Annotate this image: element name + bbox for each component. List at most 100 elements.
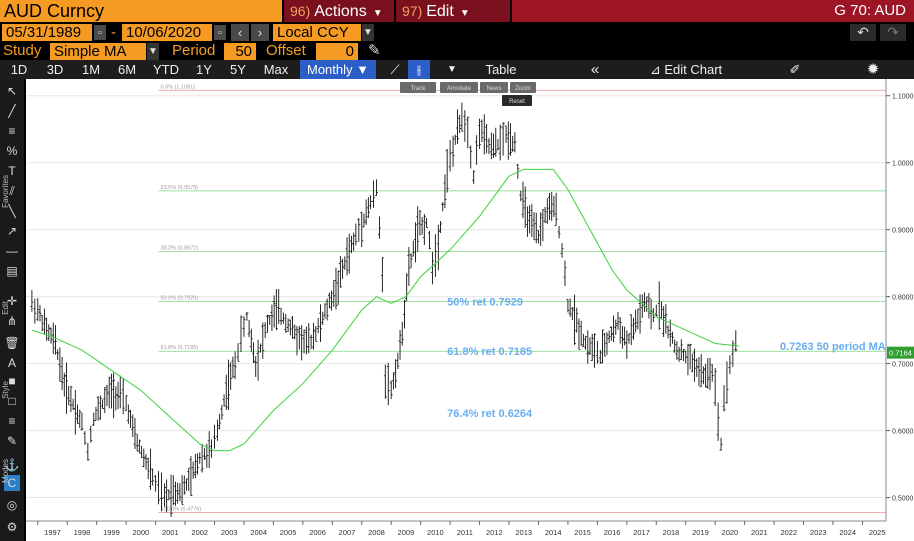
x-tick-label: 2003 [221, 528, 238, 537]
chevron-down-icon[interactable]: ▼ [147, 43, 159, 60]
currency-select[interactable]: Local CCY [273, 24, 361, 41]
brush-icon[interactable]: ╲ [8, 204, 16, 218]
study-select[interactable]: Simple MA [50, 43, 146, 60]
channel-icon[interactable]: ⫽ [9, 184, 15, 198]
caret-down-icon: ▼ [459, 8, 470, 19]
period-input[interactable]: 50 [224, 43, 256, 60]
overlay-button-reset[interactable] [502, 95, 532, 106]
price-chart[interactable]: 0.0% (1.1081) 23.6% (0.9579) 38.2% (0.8672… [24, 79, 914, 541]
frequency-select[interactable]: Monthly ▼ [300, 60, 376, 79]
crosshair-icon[interactable]: ✛ [6, 294, 18, 308]
fill-icon[interactable]: □ [8, 394, 16, 408]
mode-icon[interactable]: ⚓ [4, 458, 20, 472]
chevron-down-icon[interactable]: ▼ [362, 24, 374, 41]
color-icon[interactable]: ■ [8, 374, 16, 388]
range-button-5y[interactable]: 5Y [230, 62, 246, 77]
edit-menu[interactable]: 97) Edit ▼ [396, 0, 510, 22]
arrow-tool-icon[interactable]: ↗ [6, 224, 18, 238]
y-tick-label: 0.9000 [892, 228, 914, 235]
x-tick-label: 2017 [633, 528, 650, 537]
x-tick-label: 2014 [545, 528, 562, 537]
drawing-sidebar: ↖ ╱ ≡ % T ⫽ ╲ ↗ ― ▤ ✛ ⋔ 🗑 A ■ □ ≡ ✎ ⚓ C … [0, 79, 24, 541]
magnet-icon[interactable]: ⋔ [6, 314, 18, 328]
chevron-right-icon[interactable]: › [251, 24, 269, 41]
range-button-1y[interactable]: 1Y [196, 62, 212, 77]
fib-tool-icon[interactable]: ≡ [8, 124, 16, 138]
line-chart-icon[interactable]: ⟋ [390, 62, 400, 77]
x-tick-label: 2001 [162, 528, 179, 537]
ma-line [31, 168, 739, 452]
calendar-icon[interactable]: ▫ [94, 25, 106, 40]
trash-icon[interactable]: 🗑 [4, 336, 20, 350]
undo-icon[interactable]: ↶ [850, 24, 876, 41]
bar-chart-icon[interactable]: ⫲ [408, 60, 430, 79]
range-button-1d[interactable]: 1D [10, 62, 28, 77]
target-icon[interactable]: ◎ [6, 498, 18, 512]
fib-label: 38.2% (0.8672) [161, 246, 199, 252]
fib-label: 61.8% (0.7185) [161, 345, 199, 351]
range-icon[interactable]: ▤ [6, 264, 18, 278]
start-date-input[interactable]: 05/31/1989 [2, 24, 92, 41]
security-field[interactable]: AUD Curncy [0, 0, 282, 22]
plot-area [26, 79, 886, 521]
range-button-max[interactable]: Max [263, 62, 289, 77]
overlay-button-annotate[interactable] [440, 82, 478, 93]
draw-icon[interactable]: ✐ [789, 62, 801, 77]
font-icon[interactable]: A [7, 356, 16, 370]
annotation-label: 76.4% ret 0.6264 [447, 408, 533, 420]
frequency-label: Monthly [306, 62, 353, 77]
end-date-input[interactable]: 10/06/2020 [122, 24, 212, 41]
x-tick-label: 1997 [44, 528, 61, 537]
period-label: Period [172, 42, 216, 59]
x-tick-label: 2005 [280, 528, 297, 537]
overlay-button-track[interactable] [400, 82, 436, 93]
chevron-left-icon[interactable]: ‹ [231, 24, 249, 41]
range-button-3d[interactable]: 3D [46, 62, 64, 77]
y-tick-label: 0.8000 [892, 295, 914, 302]
measure-icon[interactable]: % [6, 144, 18, 158]
last-price-label: 0.7164 [889, 349, 912, 358]
collapse-icon[interactable]: « [590, 61, 600, 78]
offset-input[interactable]: 0 [316, 43, 358, 60]
annotation-label: 61.8% ret 0.7185 [447, 346, 532, 358]
x-tick-label: 2000 [133, 528, 150, 537]
calendar-icon[interactable]: ▫ [214, 25, 226, 40]
overlay-button-label: Track [411, 86, 427, 92]
fib-label: 0.0% (1.1081) [161, 84, 196, 90]
text-tool-icon[interactable]: T [8, 164, 16, 178]
y-axis-area [886, 79, 914, 541]
actions-num: 96) [290, 3, 311, 19]
edit-chart-button[interactable]: ⊿ Edit Chart [636, 60, 736, 79]
line-tool-icon[interactable]: ╱ [8, 104, 16, 118]
x-tick-label: 2021 [751, 528, 768, 537]
x-tick-label: 2024 [839, 528, 856, 537]
table-button[interactable]: Table [485, 62, 517, 77]
fib-label: 23.6% (0.9579) [161, 185, 199, 191]
chevron-down-icon[interactable]: ▼ [447, 64, 457, 75]
range-button-ytd[interactable]: YTD [153, 62, 179, 77]
overlay-button-news[interactable] [480, 82, 508, 93]
line-style-icon[interactable]: ≡ [8, 414, 16, 428]
chart-toolbar: 1D 3D 1M 6M YTD 1Y 5Y Max Monthly ▼ ⟋ ⫲ ▼ Table… [0, 60, 914, 79]
edit-chart-label: Edit Chart [664, 62, 723, 77]
sidebar-label-modes: Modes [1, 459, 10, 484]
pencil-icon[interactable]: ✎ [6, 434, 18, 448]
x-tick-label: 2018 [663, 528, 680, 537]
sidebar-label-favorites: Favorites [1, 175, 10, 208]
fib-label: 100.0% (0.4776) [161, 507, 202, 513]
y-tick-label: 0.6000 [892, 429, 914, 436]
range-button-6m[interactable]: 6M [117, 62, 137, 77]
settings-icon[interactable]: ⚙ [6, 520, 18, 534]
x-axis-area [26, 521, 886, 541]
gear-icon[interactable]: ✹ [866, 61, 880, 78]
c-mode-icon[interactable]: C [4, 475, 20, 491]
actions-menu[interactable]: 96) Actions ▼ [284, 0, 394, 22]
range-button-1m[interactable]: 1M [81, 62, 101, 77]
x-tick-label: 1999 [103, 528, 120, 537]
redo-icon[interactable]: ↷ [880, 24, 906, 41]
y-tick-label: 1.0000 [892, 161, 914, 168]
cursor-icon[interactable]: ↖ [6, 84, 18, 98]
overlay-button-zoom[interactable] [510, 82, 536, 93]
hline-icon[interactable]: ― [6, 244, 18, 258]
pen-icon[interactable]: ✎ [368, 42, 381, 59]
